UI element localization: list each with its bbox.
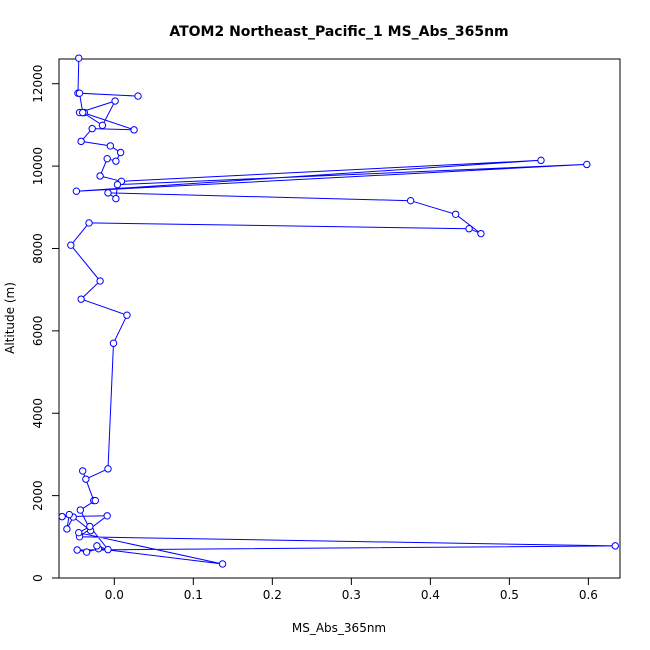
x-tick-label: 0.6 [579, 588, 598, 602]
data-point [58, 512, 66, 521]
data-point [67, 241, 75, 249]
data-point [583, 160, 591, 169]
data-point [611, 542, 619, 550]
data-point [112, 157, 120, 165]
data-point [93, 542, 101, 550]
data-point [85, 219, 93, 227]
y-tick-label: 10000 [31, 147, 45, 185]
data-point [104, 465, 112, 473]
data-point [82, 548, 91, 556]
data-point [76, 506, 85, 514]
data-point [103, 512, 111, 520]
data-point [465, 225, 473, 233]
data-point [134, 92, 142, 100]
series-points [58, 54, 619, 568]
y-tick-label: 6000 [31, 316, 45, 347]
data-point [86, 522, 94, 531]
chart-title: ATOM2 Northeast_Pacific_1 MS_Abs_365nm [169, 24, 508, 40]
data-point [79, 467, 87, 475]
data-point [72, 187, 81, 195]
data-point [88, 124, 96, 133]
x-axis-label: MS_Abs_365nm [292, 621, 386, 635]
data-point [116, 148, 125, 157]
data-point [91, 496, 100, 505]
x-tick-label: 0.1 [184, 588, 203, 602]
x-axis: 0.0 0.1 0.2 0.3 0.4 0.5 0.6 [105, 577, 598, 602]
x-tick-label: 0.0 [105, 588, 124, 602]
data-point [537, 156, 545, 165]
x-tick-label: 0.5 [500, 588, 519, 602]
x-tick-label: 0.4 [421, 588, 440, 602]
x-tick-label: 0.3 [342, 588, 361, 602]
y-axis-label: Altitude (m) [3, 282, 17, 354]
data-point [79, 108, 87, 117]
data-point [111, 97, 119, 105]
plot-frame [58, 58, 621, 579]
data-point [406, 196, 415, 205]
data-point [104, 545, 112, 554]
data-point [77, 137, 85, 146]
data-point [109, 339, 118, 347]
data-point [75, 528, 83, 537]
data-point [75, 89, 84, 97]
y-tick-label: 4000 [31, 398, 45, 429]
data-point [103, 154, 111, 163]
y-tick-label: 12000 [31, 65, 45, 103]
data-point [63, 525, 71, 533]
y-tick-label: 2000 [31, 480, 45, 511]
data-point [82, 475, 90, 483]
y-axis: 0 2000 4000 6000 8000 10000 12000 [31, 65, 60, 582]
y-tick-label: 8000 [31, 233, 45, 264]
data-point [96, 172, 104, 180]
data-point [104, 189, 112, 197]
data-point [451, 210, 460, 218]
data-point [477, 229, 485, 238]
data-point [96, 277, 104, 285]
data-point [77, 295, 85, 303]
x-tick-label: 0.2 [263, 588, 282, 602]
data-point [123, 311, 131, 319]
data-point [65, 510, 73, 519]
data-point [130, 126, 138, 134]
data-point [218, 560, 227, 568]
y-tick-label: 0 [31, 574, 45, 582]
data-point [113, 180, 122, 189]
data-point [106, 142, 115, 150]
series-line [62, 58, 616, 565]
data-point [75, 54, 83, 62]
data-point [73, 546, 81, 554]
data-point [98, 121, 107, 130]
data-point [112, 194, 120, 203]
